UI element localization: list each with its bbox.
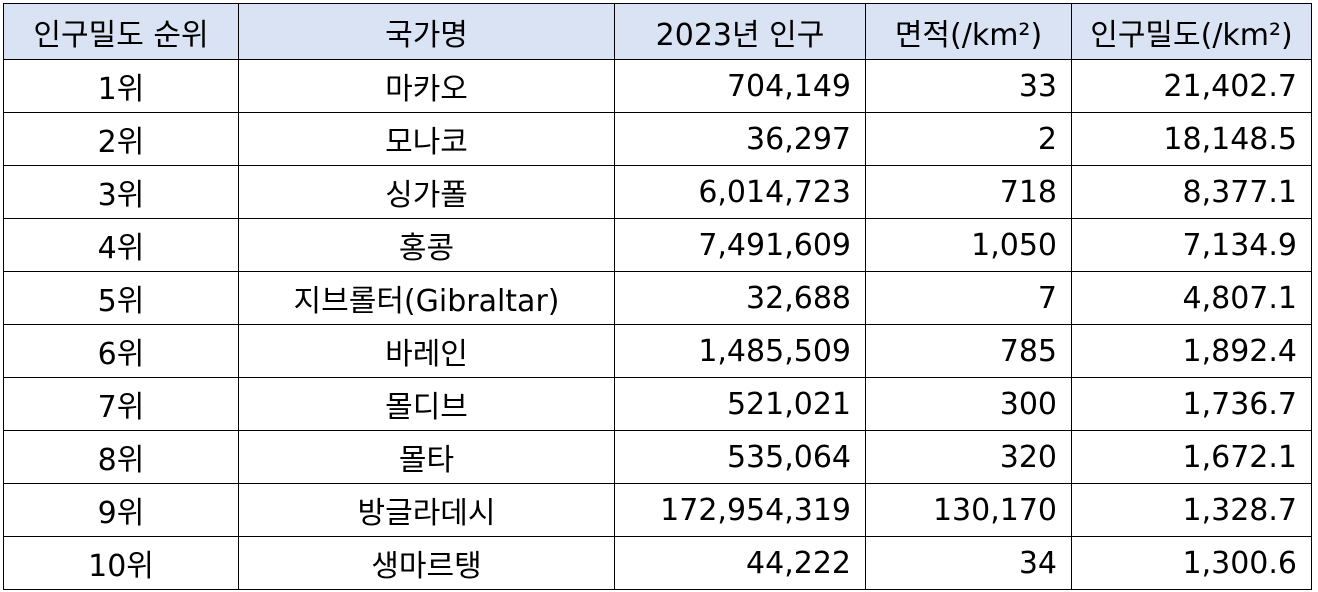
- area-cell: 2: [865, 112, 1072, 166]
- density-cell: 1,300.6: [1071, 536, 1312, 590]
- density-cell: 1,672.1: [1071, 430, 1312, 484]
- area-cell: 130,170: [865, 483, 1072, 537]
- density-cell: 1,892.4: [1071, 324, 1312, 378]
- header-country: 국가명: [238, 3, 615, 60]
- rank-cell: 5위: [3, 271, 239, 325]
- header-row: 인구밀도 순위 국가명 2023년 인구 면적(/km²) 인구밀도(/km²): [3, 3, 1312, 60]
- density-cell: 7,134.9: [1071, 218, 1312, 272]
- population-cell: 535,064: [614, 430, 866, 484]
- table-row: 9위 방글라데시 172,954,319 130,170 1,328.7: [3, 483, 1312, 537]
- country-cell: 마카오: [238, 59, 615, 113]
- rank-cell: 1위: [3, 59, 239, 113]
- area-cell: 1,050: [865, 218, 1072, 272]
- density-cell: 1,736.7: [1071, 377, 1312, 431]
- country-cell: 몰타: [238, 430, 615, 484]
- country-cell: 생마르탱: [238, 536, 615, 590]
- country-cell: 모나코: [238, 112, 615, 166]
- area-cell: 785: [865, 324, 1072, 378]
- table-row: 6위 바레인 1,485,509 785 1,892.4: [3, 324, 1312, 378]
- population-cell: 6,014,723: [614, 165, 866, 219]
- area-cell: 7: [865, 271, 1072, 325]
- population-cell: 704,149: [614, 59, 866, 113]
- population-cell: 7,491,609: [614, 218, 866, 272]
- country-cell: 몰디브: [238, 377, 615, 431]
- table-row: 8위 몰타 535,064 320 1,672.1: [3, 430, 1312, 484]
- area-cell: 34: [865, 536, 1072, 590]
- table-row: 4위 홍콩 7,491,609 1,050 7,134.9: [3, 218, 1312, 272]
- rank-cell: 7위: [3, 377, 239, 431]
- population-cell: 172,954,319: [614, 483, 866, 537]
- density-cell: 21,402.7: [1071, 59, 1312, 113]
- rank-cell: 8위: [3, 430, 239, 484]
- table-row: 10위 생마르탱 44,222 34 1,300.6: [3, 536, 1312, 590]
- table-row: 2위 모나코 36,297 2 18,148.5: [3, 112, 1312, 166]
- table-row: 1위 마카오 704,149 33 21,402.7: [3, 59, 1312, 113]
- country-cell: 싱가폴: [238, 165, 615, 219]
- header-rank: 인구밀도 순위: [3, 3, 239, 60]
- population-cell: 521,021: [614, 377, 866, 431]
- rank-cell: 9위: [3, 483, 239, 537]
- rank-cell: 4위: [3, 218, 239, 272]
- country-cell: 방글라데시: [238, 483, 615, 537]
- country-cell: 지브롤터(Gibraltar): [238, 271, 615, 325]
- table-row: 3위 싱가폴 6,014,723 718 8,377.1: [3, 165, 1312, 219]
- population-cell: 44,222: [614, 536, 866, 590]
- density-cell: 1,328.7: [1071, 483, 1312, 537]
- area-cell: 300: [865, 377, 1072, 431]
- population-cell: 1,485,509: [614, 324, 866, 378]
- rank-cell: 2위: [3, 112, 239, 166]
- header-population: 2023년 인구: [614, 3, 866, 60]
- table-row: 7위 몰디브 521,021 300 1,736.7: [3, 377, 1312, 431]
- header-area: 면적(/km²): [865, 3, 1072, 60]
- country-cell: 바레인: [238, 324, 615, 378]
- country-cell: 홍콩: [238, 218, 615, 272]
- density-cell: 4,807.1: [1071, 271, 1312, 325]
- area-cell: 33: [865, 59, 1072, 113]
- rank-cell: 6위: [3, 324, 239, 378]
- rank-cell: 3위: [3, 165, 239, 219]
- table-row: 5위 지브롤터(Gibraltar) 32,688 7 4,807.1: [3, 271, 1312, 325]
- population-density-table: 인구밀도 순위 국가명 2023년 인구 면적(/km²) 인구밀도(/km²)…: [3, 3, 1312, 590]
- rank-cell: 10위: [3, 536, 239, 590]
- density-cell: 18,148.5: [1071, 112, 1312, 166]
- area-cell: 320: [865, 430, 1072, 484]
- area-cell: 718: [865, 165, 1072, 219]
- density-cell: 8,377.1: [1071, 165, 1312, 219]
- population-cell: 32,688: [614, 271, 866, 325]
- population-cell: 36,297: [614, 112, 866, 166]
- header-density: 인구밀도(/km²): [1071, 3, 1312, 60]
